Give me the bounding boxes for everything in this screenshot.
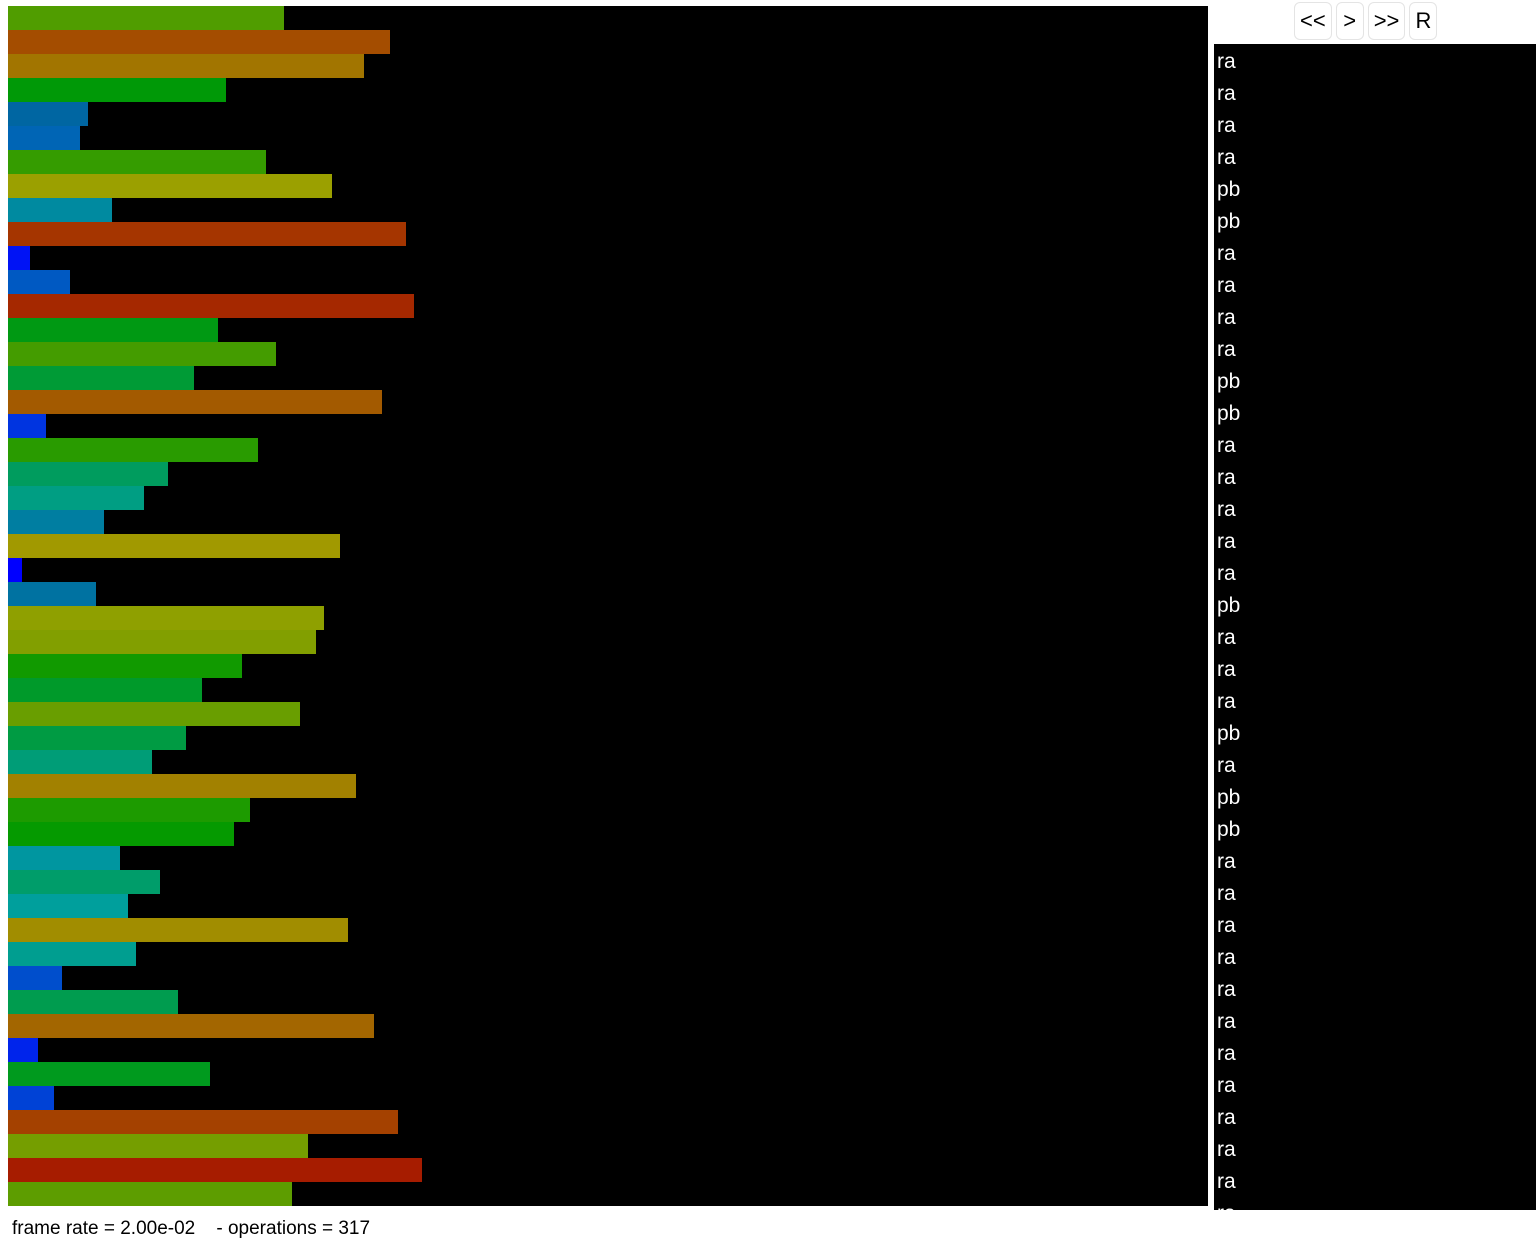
bar [8, 294, 414, 318]
operation-count: - operations = 317 [216, 1218, 371, 1239]
operation: pb [1217, 370, 1241, 393]
bar [8, 702, 300, 726]
bar [8, 942, 136, 966]
bar [8, 270, 70, 294]
bar [8, 726, 186, 750]
control-button[interactable]: >> [1367, 2, 1406, 40]
bar [8, 966, 62, 990]
bar [8, 654, 242, 678]
operation: ra [1217, 498, 1236, 521]
controls: << > >> R [1294, 2, 1438, 40]
operation: pb [1217, 178, 1241, 201]
bar [8, 1158, 422, 1182]
bar [8, 1062, 210, 1086]
bar [8, 774, 356, 798]
bar [8, 78, 226, 102]
operations-list: ra ra ra ra pb pb ra ra ra ra pb pb ra ra ra ra ra pb ra ra… [1214, 44, 1536, 1210]
bar [8, 846, 120, 870]
operation: ra [1217, 658, 1236, 681]
bar [8, 246, 30, 270]
operation: pb [1217, 210, 1241, 233]
bar [8, 318, 218, 342]
operation: pb [1217, 402, 1241, 425]
bar [8, 822, 234, 846]
operation: pb [1217, 786, 1241, 809]
bar [8, 510, 104, 534]
bar [8, 1110, 398, 1134]
operation: ra [1217, 754, 1236, 777]
bar [8, 174, 332, 198]
bar [8, 870, 160, 894]
operation: ra [1217, 1170, 1236, 1193]
operation: ra [1214, 1196, 1536, 1210]
bar [8, 1086, 54, 1110]
operation: ra [1217, 1010, 1236, 1033]
operation: ra [1217, 914, 1236, 937]
operation: ra [1217, 530, 1236, 553]
bar [8, 102, 88, 126]
bar [8, 990, 178, 1014]
bar [8, 222, 406, 246]
operation: ra [1217, 562, 1236, 585]
operation: ra [1217, 1042, 1236, 1065]
control-button[interactable]: R [1409, 2, 1438, 40]
control-button[interactable]: > [1335, 2, 1364, 40]
operation: ra [1217, 690, 1236, 713]
bar [8, 30, 390, 54]
bar [8, 6, 284, 30]
operation: ra [1217, 850, 1236, 873]
bar [8, 390, 382, 414]
bar [8, 462, 168, 486]
bar [8, 342, 276, 366]
bar [8, 606, 324, 630]
operation: pb [1217, 594, 1241, 617]
bar [8, 366, 194, 390]
visualizer [8, 6, 1208, 1206]
bar [8, 198, 112, 222]
bar [8, 54, 364, 78]
bar [8, 1182, 292, 1206]
operation: ra [1217, 114, 1236, 137]
operation: ra [1217, 242, 1236, 265]
bar [8, 798, 250, 822]
bar [8, 582, 96, 606]
bar [8, 750, 152, 774]
bar [8, 486, 144, 510]
bar [8, 438, 258, 462]
bar [8, 534, 340, 558]
operation: ra [1217, 1106, 1236, 1129]
operation: ra [1217, 978, 1236, 1001]
operation: ra [1217, 626, 1236, 649]
operation: ra [1217, 946, 1236, 969]
control-button[interactable]: << [1294, 2, 1332, 40]
bar [8, 678, 202, 702]
bar [8, 894, 128, 918]
bar [8, 126, 80, 150]
bar [8, 558, 22, 582]
operation: ra [1217, 434, 1236, 457]
operation: pb [1217, 722, 1241, 745]
operation: ra [1217, 274, 1236, 297]
operation: ra [1217, 1074, 1236, 1097]
bar [8, 1134, 308, 1158]
operation: pb [1217, 818, 1241, 841]
operation: ra [1217, 146, 1236, 169]
operation: ra [1217, 82, 1236, 105]
bar [8, 150, 266, 174]
operation: ra [1217, 338, 1236, 361]
frame-rate: frame rate = 2.00e-02 [12, 1218, 196, 1239]
operation: ra [1217, 882, 1236, 905]
bar [8, 1014, 374, 1038]
operation: ra [1217, 50, 1236, 73]
operation: ra [1217, 306, 1236, 329]
bar [8, 1038, 38, 1062]
bar [8, 414, 46, 438]
operation: ra [1217, 1138, 1236, 1161]
footer: frame rate = 2.00e-02 - operations = 317 [12, 1218, 370, 1240]
bar [8, 630, 316, 654]
bar [8, 918, 348, 942]
operation: ra [1217, 466, 1236, 489]
